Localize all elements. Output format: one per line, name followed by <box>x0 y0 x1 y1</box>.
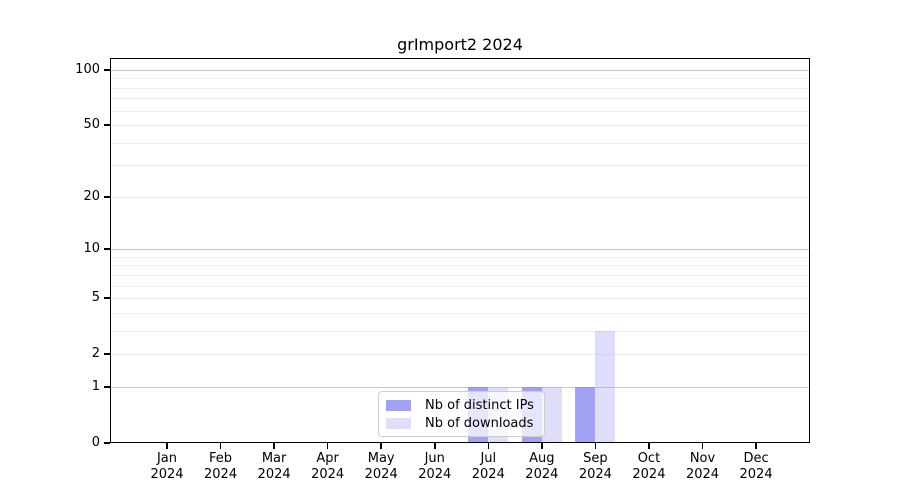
y-tick-label-100: 100 <box>75 62 100 77</box>
gridline-minor-6 <box>111 286 809 287</box>
x-tick-year: 2024 <box>471 467 505 482</box>
bar-distinct-ips-sep <box>575 386 596 443</box>
gridline-major-10 <box>111 249 809 250</box>
x-tick-feb <box>219 443 222 449</box>
y-tick-50 <box>104 124 110 126</box>
bar-downloads-aug <box>541 386 562 443</box>
x-tick-nov <box>701 443 704 449</box>
gridline-minor-5 <box>111 298 809 299</box>
x-tick-jan <box>166 443 168 449</box>
x-tick-year: 2024 <box>685 467 720 482</box>
x-tick-label-dec: Dec 2024 <box>724 451 788 483</box>
x-tick-month: Aug <box>529 451 555 466</box>
legend-swatch-distinct-ips <box>386 399 411 411</box>
gridline-minor-9 <box>111 257 809 258</box>
y-tick-label-0: 0 <box>91 435 100 450</box>
y-tick-20 <box>104 196 110 198</box>
chart-title: grImport2 2024 <box>397 35 523 54</box>
x-tick-year: 2024 <box>364 467 398 482</box>
x-tick-label-oct: Oct 2024 <box>617 451 681 483</box>
gridline-minor-8 <box>111 265 809 266</box>
gridline-minor-80 <box>111 88 809 89</box>
x-tick-oct <box>648 443 650 449</box>
gridline-minor-90 <box>111 78 809 79</box>
x-tick-month: Feb <box>209 451 233 466</box>
x-tick-month: Apr <box>316 451 339 466</box>
legend-label-distinct-ips: Nb of distinct IPs <box>425 397 534 413</box>
x-tick-month: Oct <box>637 451 661 466</box>
x-tick-year: 2024 <box>578 467 612 482</box>
gridline-minor-70 <box>111 98 809 99</box>
y-tick-5 <box>104 297 110 299</box>
x-tick-jun <box>434 443 436 449</box>
gridline-minor-3 <box>111 331 809 332</box>
x-tick-label-mar: Mar 2024 <box>242 451 306 483</box>
legend-swatch-downloads <box>386 417 411 429</box>
x-tick-label-jan: Jan 2024 <box>135 451 199 483</box>
y-tick-label-2: 2 <box>91 346 100 362</box>
x-tick-label-feb: Feb 2024 <box>189 451 253 483</box>
gridline-major-1 <box>111 387 809 388</box>
x-tick-mar <box>273 443 275 449</box>
bar-downloads-sep <box>595 330 616 443</box>
y-tick-label-20: 20 <box>83 188 100 204</box>
x-tick-month: Sep <box>583 451 608 466</box>
y-tick-label-10: 10 <box>83 241 100 257</box>
y-tick-0 <box>104 442 110 444</box>
x-tick-month: Nov <box>689 451 716 466</box>
x-tick-year: 2024 <box>418 467 452 482</box>
gridline-minor-20 <box>111 197 809 198</box>
gridline-minor-2 <box>111 354 809 355</box>
x-tick-aug <box>541 443 543 449</box>
x-tick-year: 2024 <box>632 467 666 482</box>
legend-item-distinct-ips: Nb of distinct IPs <box>386 398 536 413</box>
legend-label-downloads: Nb of downloads <box>425 415 534 431</box>
y-tick-10 <box>104 248 110 250</box>
gridline-minor-40 <box>111 143 809 144</box>
gridline-minor-60 <box>111 111 809 112</box>
x-tick-sep <box>594 443 597 449</box>
plot-frame <box>110 58 810 443</box>
gridline-minor-50 <box>111 125 809 126</box>
x-tick-label-nov: Nov 2024 <box>671 451 735 483</box>
x-tick-month: Jun <box>424 451 445 466</box>
x-tick-label-aug: Aug 2024 <box>510 451 574 483</box>
y-tick-label-5: 5 <box>91 290 100 306</box>
x-tick-month: May <box>367 451 395 466</box>
legend: Nb of distinct IPs Nb of downloads <box>378 391 545 437</box>
x-tick-jul <box>487 443 490 449</box>
x-tick-year: 2024 <box>311 467 345 482</box>
x-tick-month: Mar <box>261 451 287 466</box>
x-tick-label-jun: Jun 2024 <box>403 451 467 483</box>
x-tick-month: Jan <box>156 451 178 466</box>
y-tick-100 <box>104 69 110 71</box>
x-tick-month: Dec <box>743 451 769 466</box>
gridline-minor-4 <box>111 313 809 314</box>
x-tick-year: 2024 <box>204 467 238 482</box>
x-tick-month: Jul <box>480 451 497 466</box>
x-tick-label-jul: Jul 2024 <box>456 451 520 483</box>
y-tick-2 <box>104 353 110 355</box>
gridline-major-100 <box>111 70 809 71</box>
x-tick-year: 2024 <box>257 467 291 482</box>
y-tick-label-1: 1 <box>91 378 100 394</box>
x-tick-may <box>380 443 382 449</box>
y-tick-label-50: 50 <box>83 117 100 133</box>
x-tick-label-may: May 2024 <box>349 451 413 483</box>
x-tick-apr <box>326 443 329 449</box>
legend-item-downloads: Nb of downloads <box>386 416 536 431</box>
x-tick-year: 2024 <box>150 467 184 482</box>
y-tick-1 <box>104 386 110 388</box>
x-tick-label-sep: Sep 2024 <box>563 451 627 483</box>
x-tick-year: 2024 <box>525 467 559 482</box>
gridline-minor-7 <box>111 275 809 276</box>
x-tick-dec <box>755 443 757 449</box>
x-tick-label-apr: Apr 2024 <box>296 451 360 483</box>
gridline-minor-30 <box>111 165 809 166</box>
x-tick-year: 2024 <box>739 467 773 482</box>
